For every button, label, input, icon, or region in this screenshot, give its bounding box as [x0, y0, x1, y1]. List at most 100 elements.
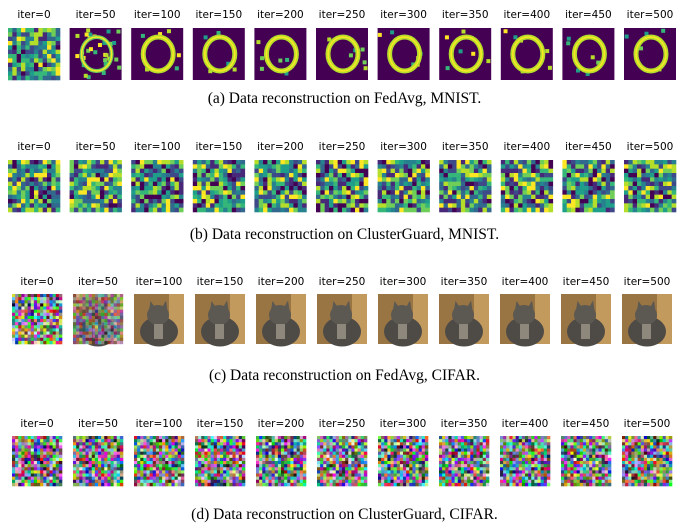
pixel: [544, 474, 547, 477]
pixel: [201, 470, 204, 473]
pixel: [452, 445, 455, 448]
pixel: [157, 190, 162, 195]
pixel: [667, 182, 672, 187]
pixel: [140, 199, 145, 204]
pixel: [83, 186, 88, 191]
pixel: [40, 480, 43, 483]
pixel: [214, 452, 217, 455]
pixel: [364, 177, 369, 182]
pixel: [219, 177, 224, 182]
pixel: [204, 436, 207, 439]
pixel: [303, 483, 306, 486]
pixel: [531, 190, 536, 195]
pixel: [417, 190, 422, 195]
pixel: [561, 455, 564, 458]
pixel: [51, 186, 56, 191]
pixel: [37, 319, 40, 322]
pixel: [346, 164, 351, 169]
pixel: [500, 464, 503, 467]
pixel: [201, 467, 204, 470]
pixel: [104, 294, 107, 297]
pixel: [659, 203, 664, 208]
pixel: [633, 164, 638, 169]
pixel: [211, 464, 214, 467]
pixel: [43, 76, 48, 81]
pixel: [624, 182, 629, 187]
pixel: [43, 480, 46, 483]
pixel: [47, 186, 52, 191]
pixel: [316, 177, 321, 182]
pixel: [51, 58, 56, 63]
pixel: [588, 169, 593, 174]
pixel: [480, 477, 483, 480]
pixel: [8, 58, 13, 63]
pixel: [104, 442, 107, 445]
pixel: [21, 173, 26, 178]
speck: [445, 35, 449, 39]
pixel: [361, 436, 364, 439]
pixel: [538, 436, 541, 439]
pixel: [461, 173, 466, 178]
pixel: [358, 436, 361, 439]
pixel: [179, 203, 184, 208]
pixel: [326, 474, 329, 477]
pixel: [281, 455, 284, 458]
pixel: [562, 195, 567, 200]
pixel: [134, 477, 137, 480]
pixel: [76, 313, 79, 316]
pixel: [278, 477, 281, 480]
pixel: [98, 470, 101, 473]
pixel: [381, 483, 384, 486]
pixel: [272, 461, 275, 464]
pixel: [605, 458, 608, 461]
pixel: [628, 160, 633, 165]
pixel: [79, 445, 82, 448]
pixel: [525, 442, 528, 445]
pixel: [538, 439, 541, 442]
pixel: [570, 449, 573, 452]
pixel: [201, 464, 204, 467]
pixel: [408, 195, 413, 200]
pixel: [317, 483, 320, 486]
pixel: [37, 474, 40, 477]
pixel: [382, 190, 387, 195]
pixel: [269, 461, 272, 464]
pixel: [474, 195, 479, 200]
pixel: [518, 208, 523, 213]
pixel: [87, 182, 92, 187]
pixel: [544, 439, 547, 442]
pixel: [480, 461, 483, 464]
pixel: [419, 452, 422, 455]
pixel: [162, 169, 167, 174]
pixel: [214, 464, 217, 467]
pixel: [223, 173, 228, 178]
pixel: [659, 164, 664, 169]
pixel: [391, 164, 396, 169]
pixel: [338, 199, 343, 204]
pixel: [509, 186, 514, 191]
pixel: [421, 173, 426, 178]
pixel: [195, 458, 198, 461]
pixel: [178, 461, 181, 464]
pixel: [21, 445, 24, 448]
pixel: [486, 449, 489, 452]
pixel: [452, 164, 457, 169]
pixel: [179, 160, 184, 165]
pixel: [223, 480, 226, 483]
pixel: [92, 461, 95, 464]
pixel: [157, 177, 162, 182]
pixel: [51, 54, 56, 59]
pixel: [172, 445, 175, 448]
pixel: [425, 208, 430, 213]
pixel: [477, 445, 480, 448]
pixel: [400, 467, 403, 470]
pixel: [114, 332, 117, 335]
pixel: [483, 439, 486, 442]
pixel: [233, 467, 236, 470]
pixel: [117, 338, 120, 341]
pixel: [82, 338, 85, 341]
pixel: [339, 445, 342, 448]
pixel: [150, 467, 153, 470]
pixel: [509, 455, 512, 458]
pixel: [525, 455, 528, 458]
